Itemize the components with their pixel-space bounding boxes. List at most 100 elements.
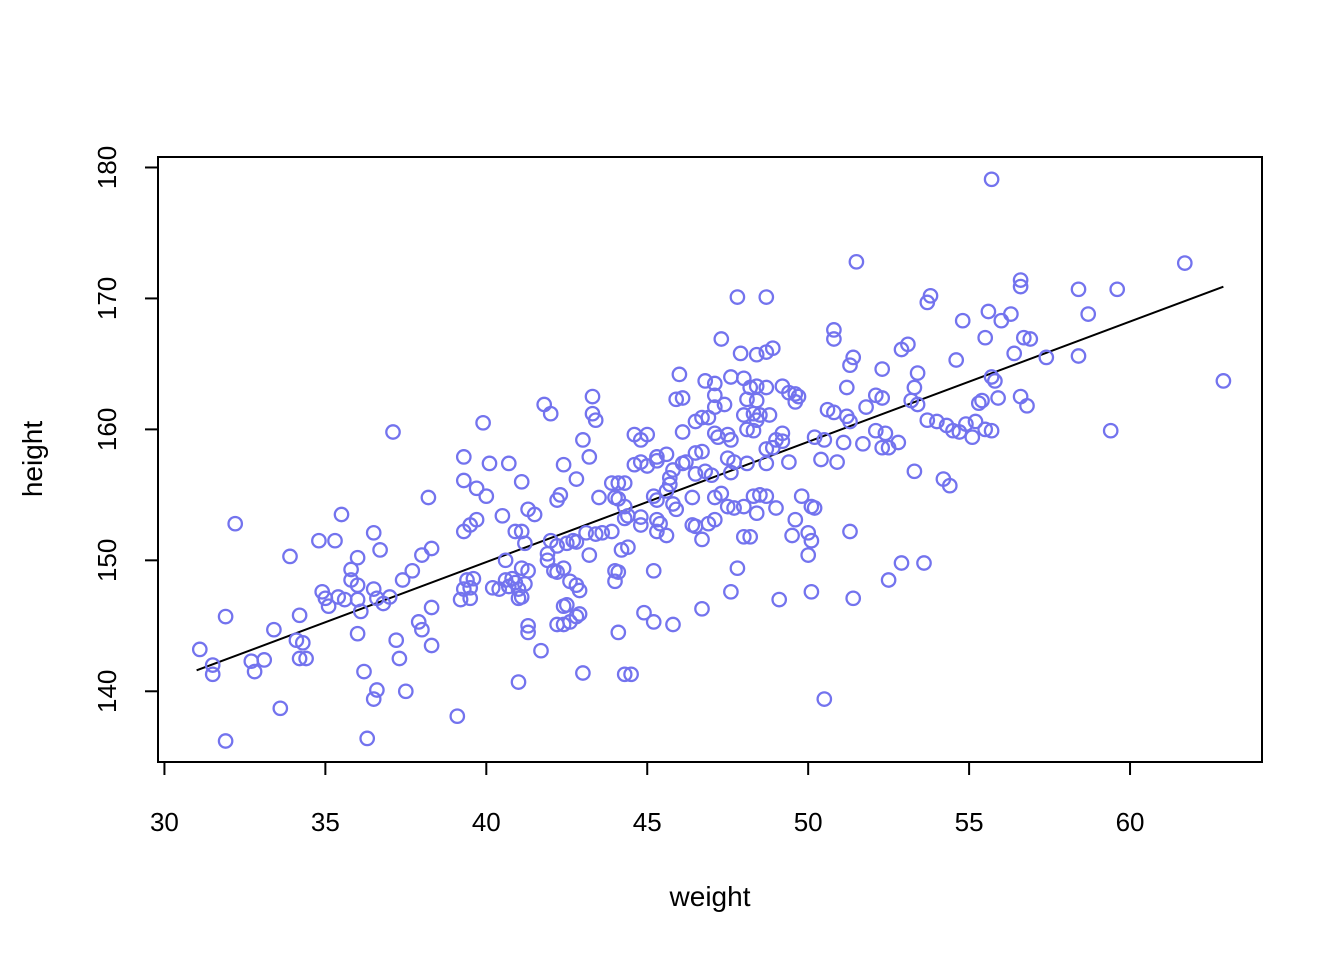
- data-point: [578, 524, 594, 541]
- data-point: [587, 526, 604, 542]
- data-point: [706, 399, 723, 415]
- data-point: [555, 560, 572, 577]
- data-point: [906, 379, 923, 396]
- data-point: [1070, 348, 1087, 364]
- data-point: [455, 523, 472, 540]
- data-point: [632, 517, 649, 533]
- data-point: [1006, 345, 1023, 362]
- x-axis-tick-label: 40: [472, 807, 501, 837]
- data-point: [1012, 272, 1029, 288]
- data-point: [880, 572, 897, 588]
- x-axis-tick-label: 35: [311, 807, 340, 837]
- x-axis-title: weight: [669, 881, 751, 912]
- data-point: [539, 545, 556, 562]
- data-point: [349, 549, 366, 566]
- data-point: [694, 600, 710, 617]
- data-point: [616, 475, 633, 491]
- data-point: [867, 422, 884, 439]
- data-point: [423, 599, 440, 616]
- data-point: [874, 390, 891, 406]
- data-point: [748, 346, 765, 363]
- y-axis-title: height: [17, 421, 48, 498]
- data-point: [352, 603, 369, 620]
- data-point: [993, 312, 1010, 329]
- data-point: [758, 488, 775, 505]
- data-point: [500, 455, 517, 472]
- data-point: [916, 555, 932, 571]
- data-point: [1019, 397, 1035, 414]
- data-point: [793, 488, 810, 505]
- y-axis-tick-label: 180: [92, 146, 122, 189]
- data-point: [449, 708, 466, 725]
- data-point: [365, 691, 382, 707]
- data-point: [555, 456, 572, 473]
- data-point: [835, 434, 852, 451]
- data-point: [716, 396, 733, 413]
- data-point: [826, 322, 842, 338]
- data-point: [732, 345, 749, 362]
- data-point: [813, 451, 829, 468]
- data-point: [877, 425, 894, 442]
- data-point: [266, 621, 282, 638]
- y-axis-tick-label: 160: [92, 408, 122, 451]
- data-point: [632, 509, 649, 525]
- data-point: [694, 531, 710, 548]
- data-point: [217, 733, 234, 749]
- data-point: [584, 388, 601, 405]
- data-point: [549, 538, 565, 554]
- data-point: [497, 552, 514, 569]
- data-point: [649, 492, 665, 508]
- data-point: [1015, 329, 1032, 346]
- data-point: [410, 614, 427, 630]
- data-point: [620, 539, 636, 556]
- data-point: [542, 405, 559, 422]
- data-point: [298, 650, 314, 667]
- data-point: [806, 429, 823, 446]
- data-point: [674, 424, 691, 440]
- data-point: [806, 500, 823, 516]
- data-point: [610, 475, 627, 491]
- data-point: [549, 492, 565, 508]
- data-point: [455, 472, 472, 489]
- data-point: [752, 487, 768, 503]
- data-point: [365, 524, 382, 541]
- data-point: [256, 652, 273, 668]
- data-point: [694, 409, 710, 426]
- data-point: [568, 471, 585, 487]
- data-point: [845, 590, 862, 607]
- data-point: [945, 422, 961, 439]
- data-point: [977, 421, 994, 438]
- data-point: [761, 407, 778, 423]
- data-point: [517, 576, 533, 592]
- data-point: [1215, 373, 1232, 389]
- data-point: [970, 395, 987, 412]
- data-point: [623, 666, 639, 683]
- data-point: [665, 462, 681, 478]
- data-point: [890, 434, 907, 451]
- data-point: [462, 579, 479, 596]
- x-axis-tick-label: 60: [1116, 807, 1145, 837]
- data-point: [343, 561, 359, 578]
- data-point: [649, 511, 665, 528]
- data-point: [668, 501, 685, 518]
- data-point: [1012, 278, 1029, 295]
- x-axis-tick-label: 55: [955, 807, 984, 837]
- data-point: [723, 369, 739, 385]
- data-point: [758, 289, 775, 305]
- data-point: [929, 413, 945, 430]
- data-point: [356, 663, 372, 680]
- data-point: [742, 528, 759, 545]
- data-point: [311, 532, 327, 549]
- data-point: [414, 621, 430, 638]
- x-axis-tick-label: 45: [633, 807, 662, 837]
- data-point: [967, 413, 984, 430]
- data-point: [893, 555, 910, 571]
- data-point: [723, 464, 739, 481]
- data-point: [748, 505, 765, 522]
- data-point: [758, 455, 775, 472]
- data-point: [668, 391, 685, 408]
- data-point: [723, 432, 739, 448]
- data-point: [507, 523, 524, 540]
- data-point: [948, 352, 965, 368]
